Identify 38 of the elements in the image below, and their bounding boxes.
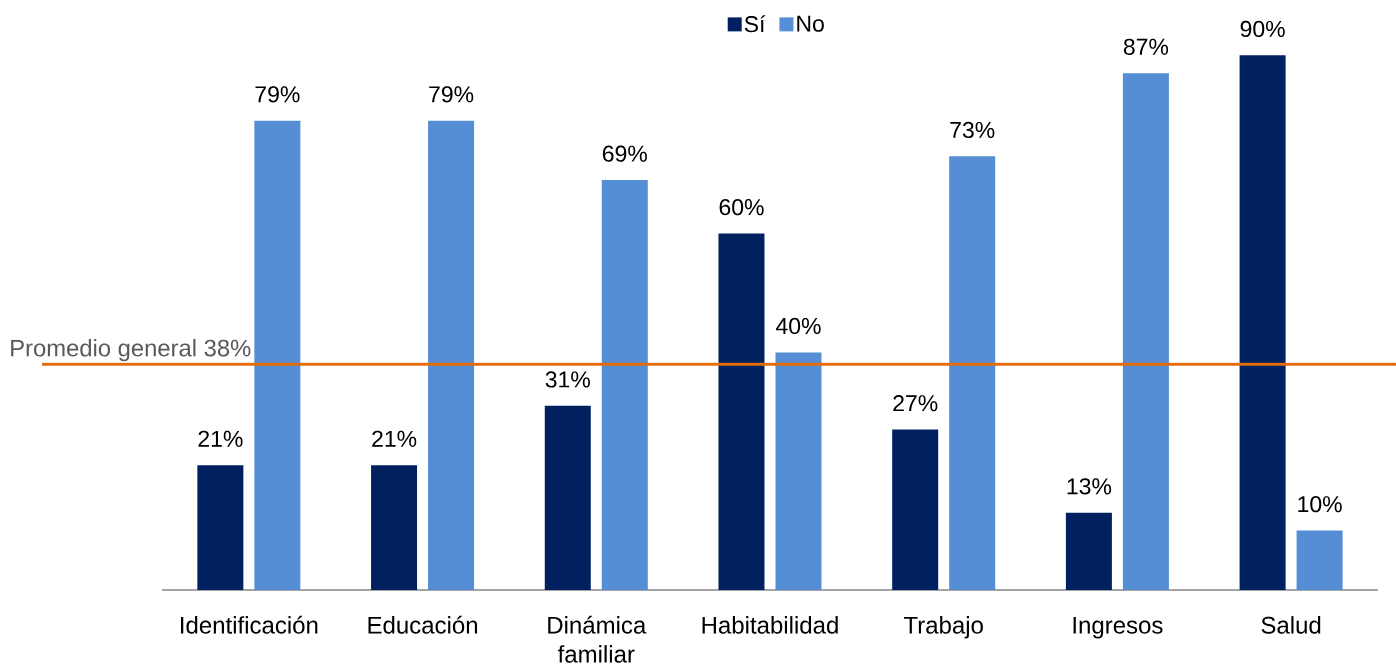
data-label: 13%: [1067, 478, 1112, 495]
ref-line-label: Promedio general 38%: [11, 339, 251, 362]
bar: [1065, 512, 1112, 590]
bar: [601, 180, 648, 590]
data-label: 40%: [776, 317, 821, 335]
bar: [949, 156, 996, 590]
legend-label: Sí: [744, 15, 766, 33]
data-label: 90%: [1240, 20, 1285, 38]
x-tick-label: Habitabilidad: [702, 616, 838, 634]
x-tick-label: Trabajo: [903, 616, 983, 639]
x-tick-label: Ingresos: [1073, 616, 1163, 639]
x-tick-label: Identificación: [181, 615, 318, 634]
legend-label: No: [797, 15, 824, 32]
bar: [428, 120, 475, 590]
bar: [1239, 55, 1286, 590]
data-label: 10%: [1298, 496, 1342, 513]
bar: [892, 429, 939, 590]
x-tick-label: Educación: [368, 615, 478, 634]
data-label: 60%: [719, 199, 764, 216]
data-label: 21%: [372, 430, 417, 447]
bar: [775, 352, 822, 590]
x-tick-label: Salud: [1261, 616, 1321, 634]
data-label: 31%: [545, 371, 590, 388]
data-label: 27%: [893, 395, 938, 412]
bar: [197, 465, 244, 590]
data-label: 79%: [429, 86, 474, 103]
data-label: 69%: [602, 145, 647, 162]
bar: [254, 120, 301, 590]
bar: [718, 233, 765, 590]
bar: [371, 465, 418, 590]
data-label: 79%: [255, 86, 300, 103]
data-label: 73%: [950, 121, 995, 139]
data-label: 21%: [198, 430, 243, 447]
bar: [1296, 530, 1343, 590]
x-tick-label: Dinámica familiar: [548, 615, 647, 663]
bar: [544, 405, 591, 590]
data-label: 87%: [1123, 38, 1169, 55]
bar: [1122, 73, 1169, 590]
